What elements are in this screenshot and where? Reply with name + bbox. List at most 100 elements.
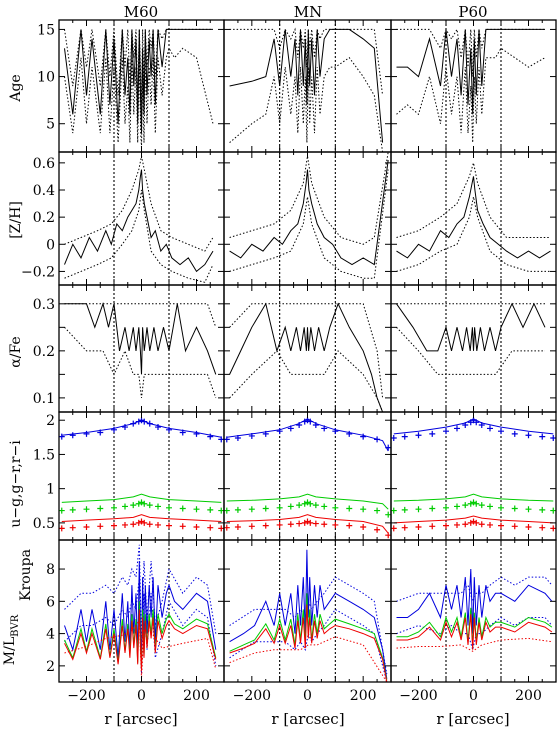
series-group-colors-p60 xyxy=(391,417,556,532)
marker-colors-p60-3-8 xyxy=(470,499,477,506)
series-group-alpha-mn xyxy=(229,302,384,412)
series-line-ml-m60-4 xyxy=(64,609,217,671)
marker-colors-p60-1-9 xyxy=(473,419,480,426)
ytick-label-metallicity-3: 0.4 xyxy=(33,183,55,199)
series-line-age-p60-1 xyxy=(396,27,545,77)
marker-colors-m60-1-4 xyxy=(111,426,117,433)
marker-colors-p60-3-9 xyxy=(473,500,480,507)
marker-colors-p60-3-3 xyxy=(429,505,436,512)
xtick-label-m60-0: −200 xyxy=(67,688,105,704)
marker-colors-p60-5-3 xyxy=(429,523,436,530)
marker-colors-mn-5-1 xyxy=(234,523,241,530)
marker-colors-mn-3-15 xyxy=(374,507,381,514)
marker-colors-p60-3-2 xyxy=(415,506,422,513)
series-line-alpha-p60-0 xyxy=(396,302,546,352)
marker-colors-m60-3-12 xyxy=(166,504,172,511)
series-group-metallicity-mn xyxy=(229,152,389,279)
series-group-ml-m60 xyxy=(64,544,217,679)
marker-colors-p60-5-1 xyxy=(401,524,408,531)
series-group-age-m60 xyxy=(64,28,214,148)
marker-colors-m60-3-5 xyxy=(122,503,128,510)
marker-colors-m60-5-16 xyxy=(218,525,224,532)
ytick-label-colors-0: 0.5 xyxy=(33,516,55,532)
series-line-alpha-m60-2 xyxy=(64,326,217,399)
marker-colors-m60-1-1 xyxy=(69,432,76,439)
panel-age-p60 xyxy=(390,19,557,153)
marker-colors-mn-5-3 xyxy=(262,522,269,529)
ytick-label-colors-3: 2 xyxy=(46,413,55,429)
series-line-ml-mn-0 xyxy=(229,549,388,679)
marker-colors-mn-1-13 xyxy=(346,430,353,437)
marker-colors-p60-1-10 xyxy=(478,422,485,429)
marker-colors-mn-3-8 xyxy=(304,499,311,506)
marker-colors-p60-5-0 xyxy=(391,525,397,532)
series-line-metallicity-mn-2 xyxy=(229,169,389,279)
marker-colors-mn-5-5 xyxy=(287,521,294,528)
marker-colors-mn-3-2 xyxy=(248,506,255,513)
series-line-age-p60-0 xyxy=(396,28,545,115)
series-line-colors-mn-4 xyxy=(226,514,389,534)
row-labels: Age [Z/H] α/Fe u−g,g−r,r−i M/LBVR Kroupa xyxy=(2,74,34,665)
marker-colors-m60-5-8 xyxy=(138,518,145,525)
marker-colors-m60-5-10 xyxy=(146,521,153,528)
series-line-metallicity-m60-0 xyxy=(64,169,214,273)
series-line-age-mn-1 xyxy=(229,27,384,96)
ytick-label-alpha-0: 0.1 xyxy=(33,391,55,407)
marker-colors-mn-1-12 xyxy=(332,428,339,435)
marker-colors-p60-3-13 xyxy=(511,505,518,512)
marker-colors-mn-3-4 xyxy=(276,504,283,511)
series-group-alpha-m60 xyxy=(64,302,217,399)
marker-colors-m60-3-9 xyxy=(141,500,148,507)
series-group-colors-m60 xyxy=(59,417,224,532)
marker-colors-m60-1-6 xyxy=(130,420,137,427)
ytick-label-ml-3: 8 xyxy=(46,562,55,578)
marker-colors-mn-1-6 xyxy=(296,422,303,429)
ytick-label-metallicity-4: 0.6 xyxy=(33,156,55,172)
marker-colors-m60-3-10 xyxy=(146,502,153,509)
marker-colors-m60-5-14 xyxy=(193,523,200,530)
marker-colors-m60-5-11 xyxy=(155,521,161,528)
marker-colors-mn-3-14 xyxy=(360,506,367,513)
marker-colors-m60-5-13 xyxy=(179,523,186,530)
series-group-metallicity-m60 xyxy=(64,155,214,283)
marker-colors-p60-1-11 xyxy=(487,425,493,432)
marker-colors-m60-3-15 xyxy=(207,506,214,513)
marker-colors-m60-1-9 xyxy=(141,418,148,425)
xlabel-p60: r [arcsec] xyxy=(436,710,509,728)
xlabel-mn: r [arcsec] xyxy=(271,710,344,728)
series-line-alpha-mn-2 xyxy=(229,350,384,412)
marker-colors-p60-1-6 xyxy=(462,422,469,429)
marker-colors-mn-3-9 xyxy=(307,500,314,507)
marker-colors-mn-1-5 xyxy=(287,425,294,432)
panel-alpha-m60: 0.1 0.2 0.3 xyxy=(33,284,225,413)
ytick-label-age-1: 10 xyxy=(37,70,55,86)
series-group-age-mn xyxy=(229,27,384,152)
marker-colors-p60-5-2 xyxy=(415,523,422,530)
marker-colors-mn-1-3 xyxy=(262,430,269,437)
marker-colors-p60-1-14 xyxy=(525,432,532,439)
panel-colors-m60: 0.5 1 1.5 2 xyxy=(33,411,225,541)
marker-colors-p60-5-4 xyxy=(443,522,449,529)
series-group-ml-p60 xyxy=(396,568,553,652)
series-line-metallicity-m60-2 xyxy=(64,189,214,283)
ytick-label-alpha-2: 0.2 xyxy=(33,344,55,360)
ylabel-metallicity: [Z/H] xyxy=(8,201,24,239)
series-line-alpha-mn-0 xyxy=(229,302,384,412)
series-line-ml-p60-1 xyxy=(396,576,553,603)
marker-colors-m60-5-3 xyxy=(97,523,104,530)
marker-colors-mn-3-7 xyxy=(301,500,308,507)
marker-colors-p60-3-12 xyxy=(498,504,504,511)
series-line-age-p60-2 xyxy=(396,47,546,143)
ytick-label-metallicity-2: 0.2 xyxy=(33,210,55,226)
marker-colors-m60-5-9 xyxy=(141,519,148,526)
panel-alpha-mn xyxy=(223,284,392,413)
ylabel-ml-main: M/L xyxy=(2,637,18,665)
marker-colors-m60-3-14 xyxy=(193,506,200,513)
marker-colors-mn-5-4 xyxy=(276,521,283,528)
panel-ml-m60: 2 4 6 8 xyxy=(46,539,225,683)
panels-grid: 5 10 15 −0.2 0 0.2 0.4 0.6 0.1 0.2 0.3 0.5 1 1.5 2 2 4 6 8 xyxy=(21,19,557,683)
marker-colors-mn-5-15 xyxy=(374,526,381,533)
series-line-ml-p60-5 xyxy=(396,637,552,652)
marker-colors-m60-5-4 xyxy=(111,522,117,529)
marker-colors-m60-5-6 xyxy=(130,521,137,528)
